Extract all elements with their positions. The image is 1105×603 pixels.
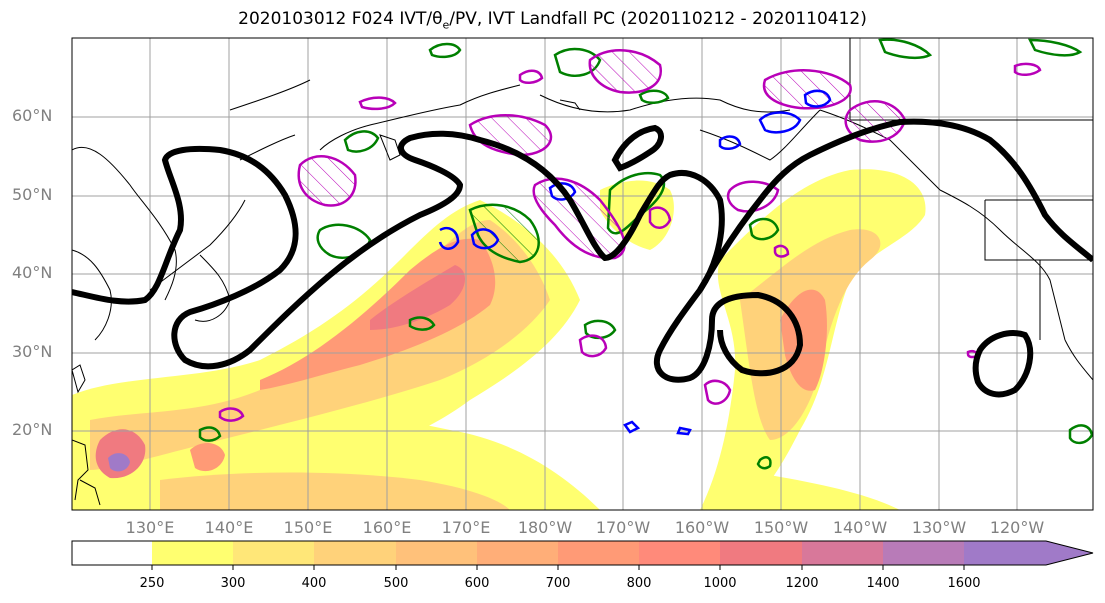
lon-label-130w: 130°W <box>911 518 967 537</box>
lat-label-30n: 30°N <box>12 342 53 361</box>
lat-label-60n: 60°N <box>12 106 53 125</box>
lon-label-170e: 170°E <box>441 518 491 537</box>
lat-label-50n: 50°N <box>12 185 53 204</box>
colorbar-tick-label: 1600 <box>947 576 981 591</box>
lon-label-180w: 180°W <box>517 518 573 537</box>
lon-label-140w: 140°W <box>832 518 888 537</box>
colorbar-tick-label: 1200 <box>785 576 819 591</box>
lon-label-170w: 170°W <box>595 518 651 537</box>
lon-label-140e: 140°E <box>204 518 254 537</box>
colorbar-tick-label: 800 <box>626 576 652 591</box>
theta-e-contours <box>198 38 1093 470</box>
ivt-landfall-contours <box>72 118 1093 398</box>
colorbar <box>71 540 1094 570</box>
colorbar-tick-label: 600 <box>464 576 490 591</box>
lon-label-150w: 150°W <box>753 518 809 537</box>
lat-label-20n: 20°N <box>12 420 53 439</box>
ivt-shading <box>72 169 926 510</box>
lon-label-130e: 130°E <box>125 518 175 537</box>
colorbar-tick-label: 250 <box>139 576 165 591</box>
lat-label-40n: 40°N <box>12 263 53 282</box>
colorbar-tick-label: 700 <box>545 576 571 591</box>
lon-label-150e: 150°E <box>283 518 333 537</box>
colorbar-tick-label: 300 <box>220 576 246 591</box>
lon-label-120w: 120°W <box>989 518 1045 537</box>
colorbar-tick-label: 400 <box>301 576 327 591</box>
lon-label-160w: 160°W <box>674 518 730 537</box>
colorbar-tick-label: 1400 <box>866 576 900 591</box>
colorbar-tick-label: 1000 <box>703 576 737 591</box>
lon-label-160e: 160°E <box>362 518 412 537</box>
figure-title: 2020103012 F024 IVT/θe/PV, IVT Landfall … <box>238 9 867 32</box>
map-frame <box>71 37 1094 511</box>
colorbar-tick-label: 500 <box>383 576 409 591</box>
